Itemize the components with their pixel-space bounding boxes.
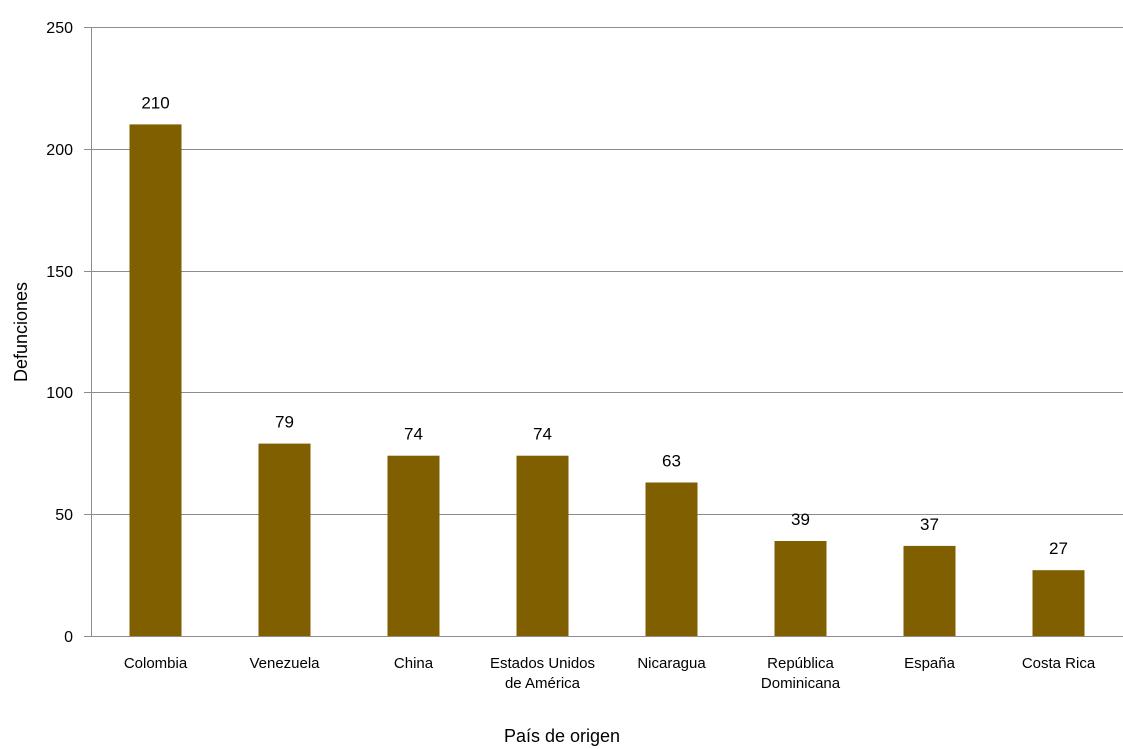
bars <box>129 124 1085 637</box>
y-tick-label: 100 <box>46 385 73 402</box>
y-axis-title: Defunciones <box>11 282 31 382</box>
x-tick-label-line: Colombia <box>124 655 188 672</box>
x-tick-label: Estados Unidos de América <box>490 655 595 692</box>
y-tick-label: 150 <box>46 264 73 281</box>
bar <box>387 455 440 636</box>
x-tick-label-line: Estados Unidos <box>490 655 595 672</box>
data-label: 27 <box>1049 539 1068 558</box>
y-tick-label: 50 <box>55 507 73 524</box>
y-tick-label: 250 <box>46 20 73 37</box>
x-axis-title: País de origen <box>504 726 620 746</box>
gridlines <box>91 27 1123 515</box>
bar <box>129 124 182 637</box>
data-label: 210 <box>141 93 169 112</box>
x-tick-label: Nicaragua <box>637 655 706 672</box>
x-tick-label: Venezuela <box>249 655 320 672</box>
x-tick-label-line: España <box>904 655 956 672</box>
x-tick-label: Colombia <box>124 655 188 672</box>
data-label: 37 <box>920 515 939 534</box>
x-tick-label-line: Dominicana <box>761 675 841 692</box>
data-label: 39 <box>791 510 810 529</box>
x-tick-label: República Dominicana <box>761 655 841 692</box>
x-tick-label-line: de América <box>505 675 581 692</box>
bar <box>774 541 827 636</box>
x-tick-label-line: Venezuela <box>249 655 320 672</box>
x-tick-label-line: China <box>394 655 434 672</box>
y-tick-label: 200 <box>46 142 73 159</box>
data-label: 79 <box>275 413 294 432</box>
bar <box>1032 570 1085 636</box>
x-tick-label-line: República <box>767 655 834 672</box>
x-tick-label-line: Costa Rica <box>1022 655 1096 672</box>
x-tick-label: Costa Rica <box>1022 655 1096 672</box>
labels: 0 50 100 150 200 250 210 Colombia 79 Venezuela 74 C… <box>46 20 1096 692</box>
bar <box>645 482 698 636</box>
bar <box>516 455 569 636</box>
data-label: 74 <box>533 425 552 444</box>
y-tick-label: 0 <box>64 629 73 646</box>
x-tick-label: China <box>394 655 434 672</box>
x-tick-label: España <box>904 655 956 672</box>
bar <box>903 545 956 636</box>
bar <box>258 443 311 636</box>
axes <box>84 27 1123 637</box>
x-tick-label-line: Nicaragua <box>637 655 706 672</box>
data-label: 63 <box>662 452 681 471</box>
data-label: 74 <box>404 425 423 444</box>
